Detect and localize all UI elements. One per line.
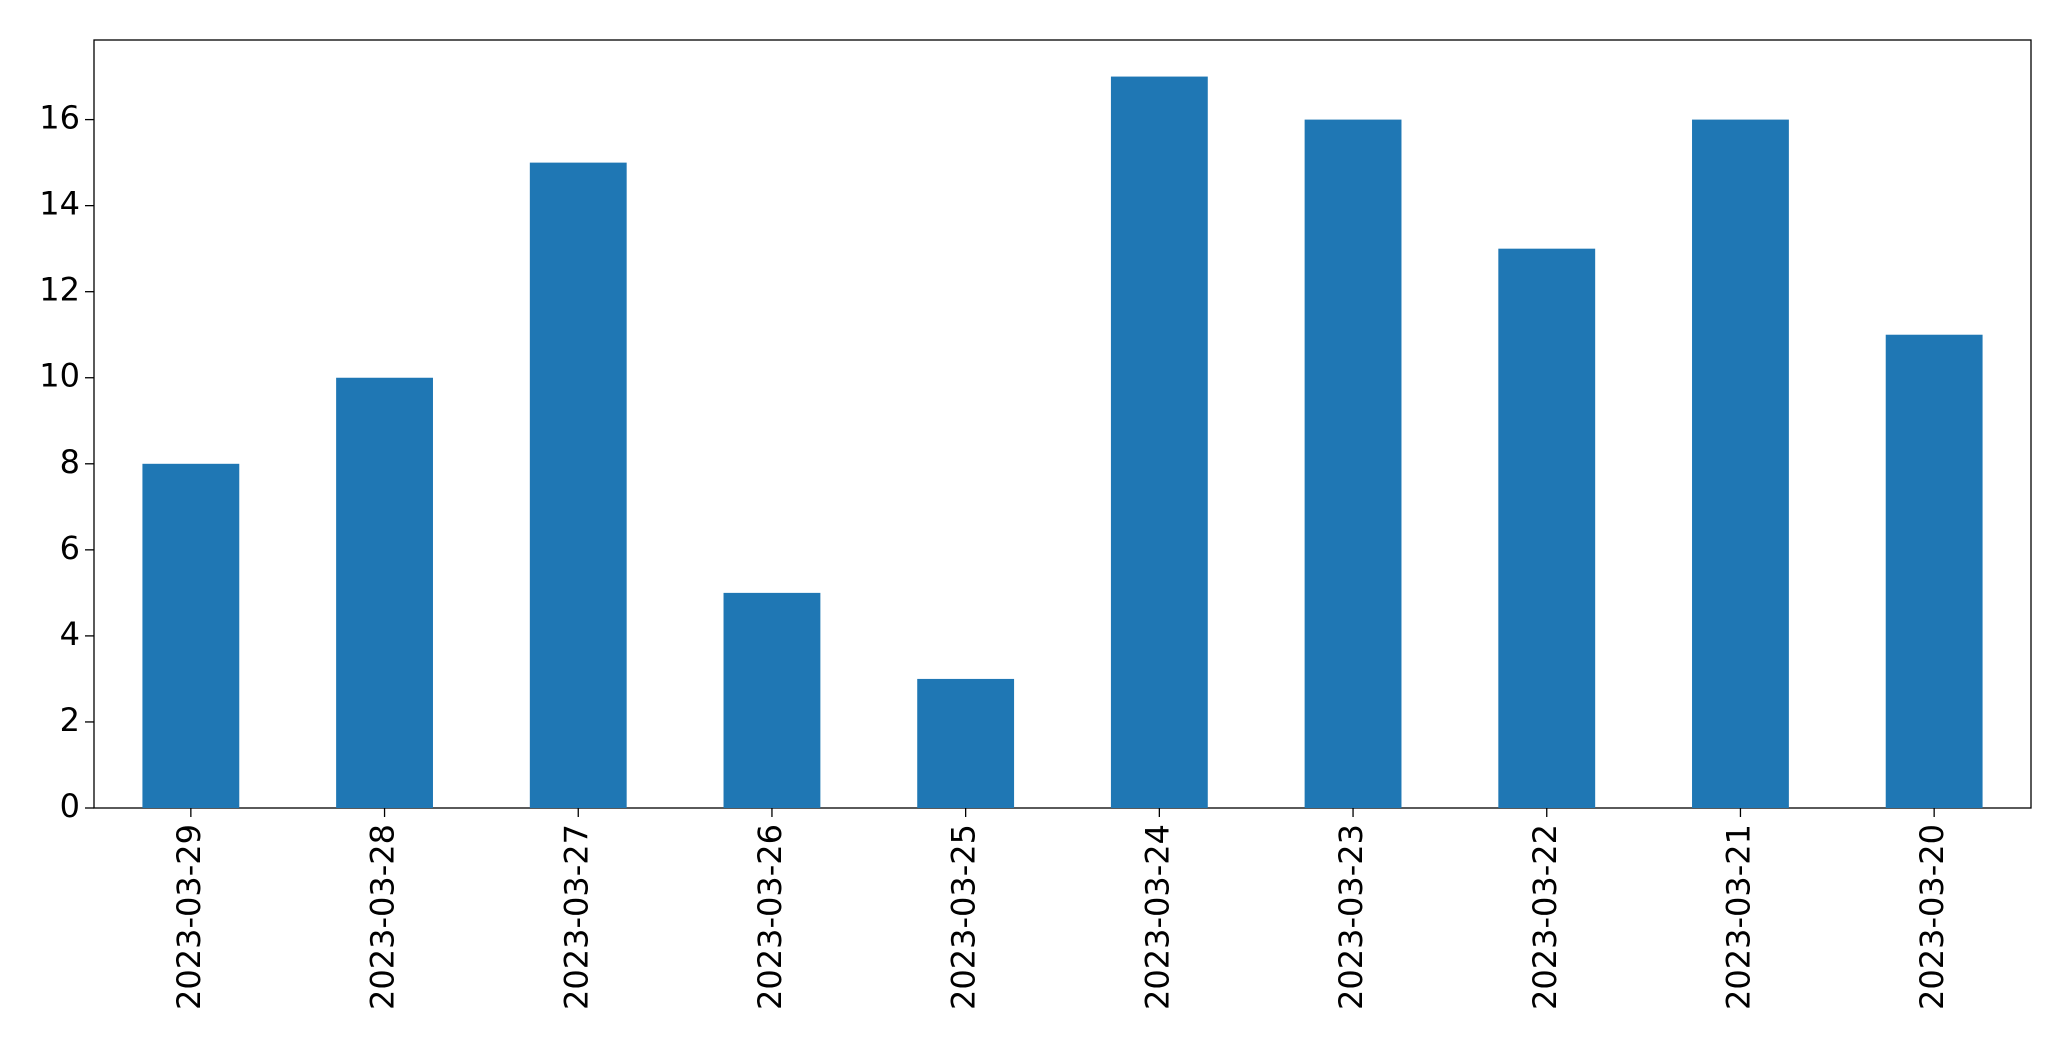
x-tick-label: 2023-03-27: [557, 824, 595, 1010]
y-tick-label: 16: [39, 99, 80, 137]
bar: [917, 678, 1015, 808]
x-tick-label: 2023-03-20: [1913, 824, 1951, 1010]
x-tick-label: 2023-03-26: [751, 824, 789, 1010]
bar: [142, 463, 240, 808]
x-tick-label: 2023-03-25: [945, 824, 983, 1010]
y-tick-label: 14: [39, 185, 80, 223]
plot-frame: [93, 39, 2032, 809]
bar: [1692, 119, 1789, 809]
bar: [1885, 334, 1983, 808]
x-tick-label: 2023-03-28: [364, 824, 402, 1010]
bar: [336, 377, 433, 808]
bar: [1110, 76, 1208, 809]
bar: [723, 592, 821, 808]
y-tick-label: 0: [60, 787, 80, 825]
bar: [1304, 119, 1402, 809]
bar: [529, 162, 627, 809]
x-tick-label: 2023-03-23: [1332, 824, 1370, 1010]
y-tick-label: 2: [60, 701, 80, 739]
x-tick-label: 2023-03-24: [1138, 824, 1176, 1010]
y-tick-label: 10: [39, 357, 80, 395]
y-tick-label: 12: [39, 271, 80, 309]
y-tick-label: 8: [60, 443, 80, 481]
x-tick-label: 2023-03-29: [170, 824, 208, 1010]
bar: [1498, 248, 1596, 809]
x-tick-label: 2023-03-22: [1526, 824, 1564, 1010]
y-tick-label: 4: [60, 615, 80, 653]
y-tick-label: 6: [60, 529, 80, 567]
x-tick-label: 2023-03-21: [1719, 824, 1757, 1010]
